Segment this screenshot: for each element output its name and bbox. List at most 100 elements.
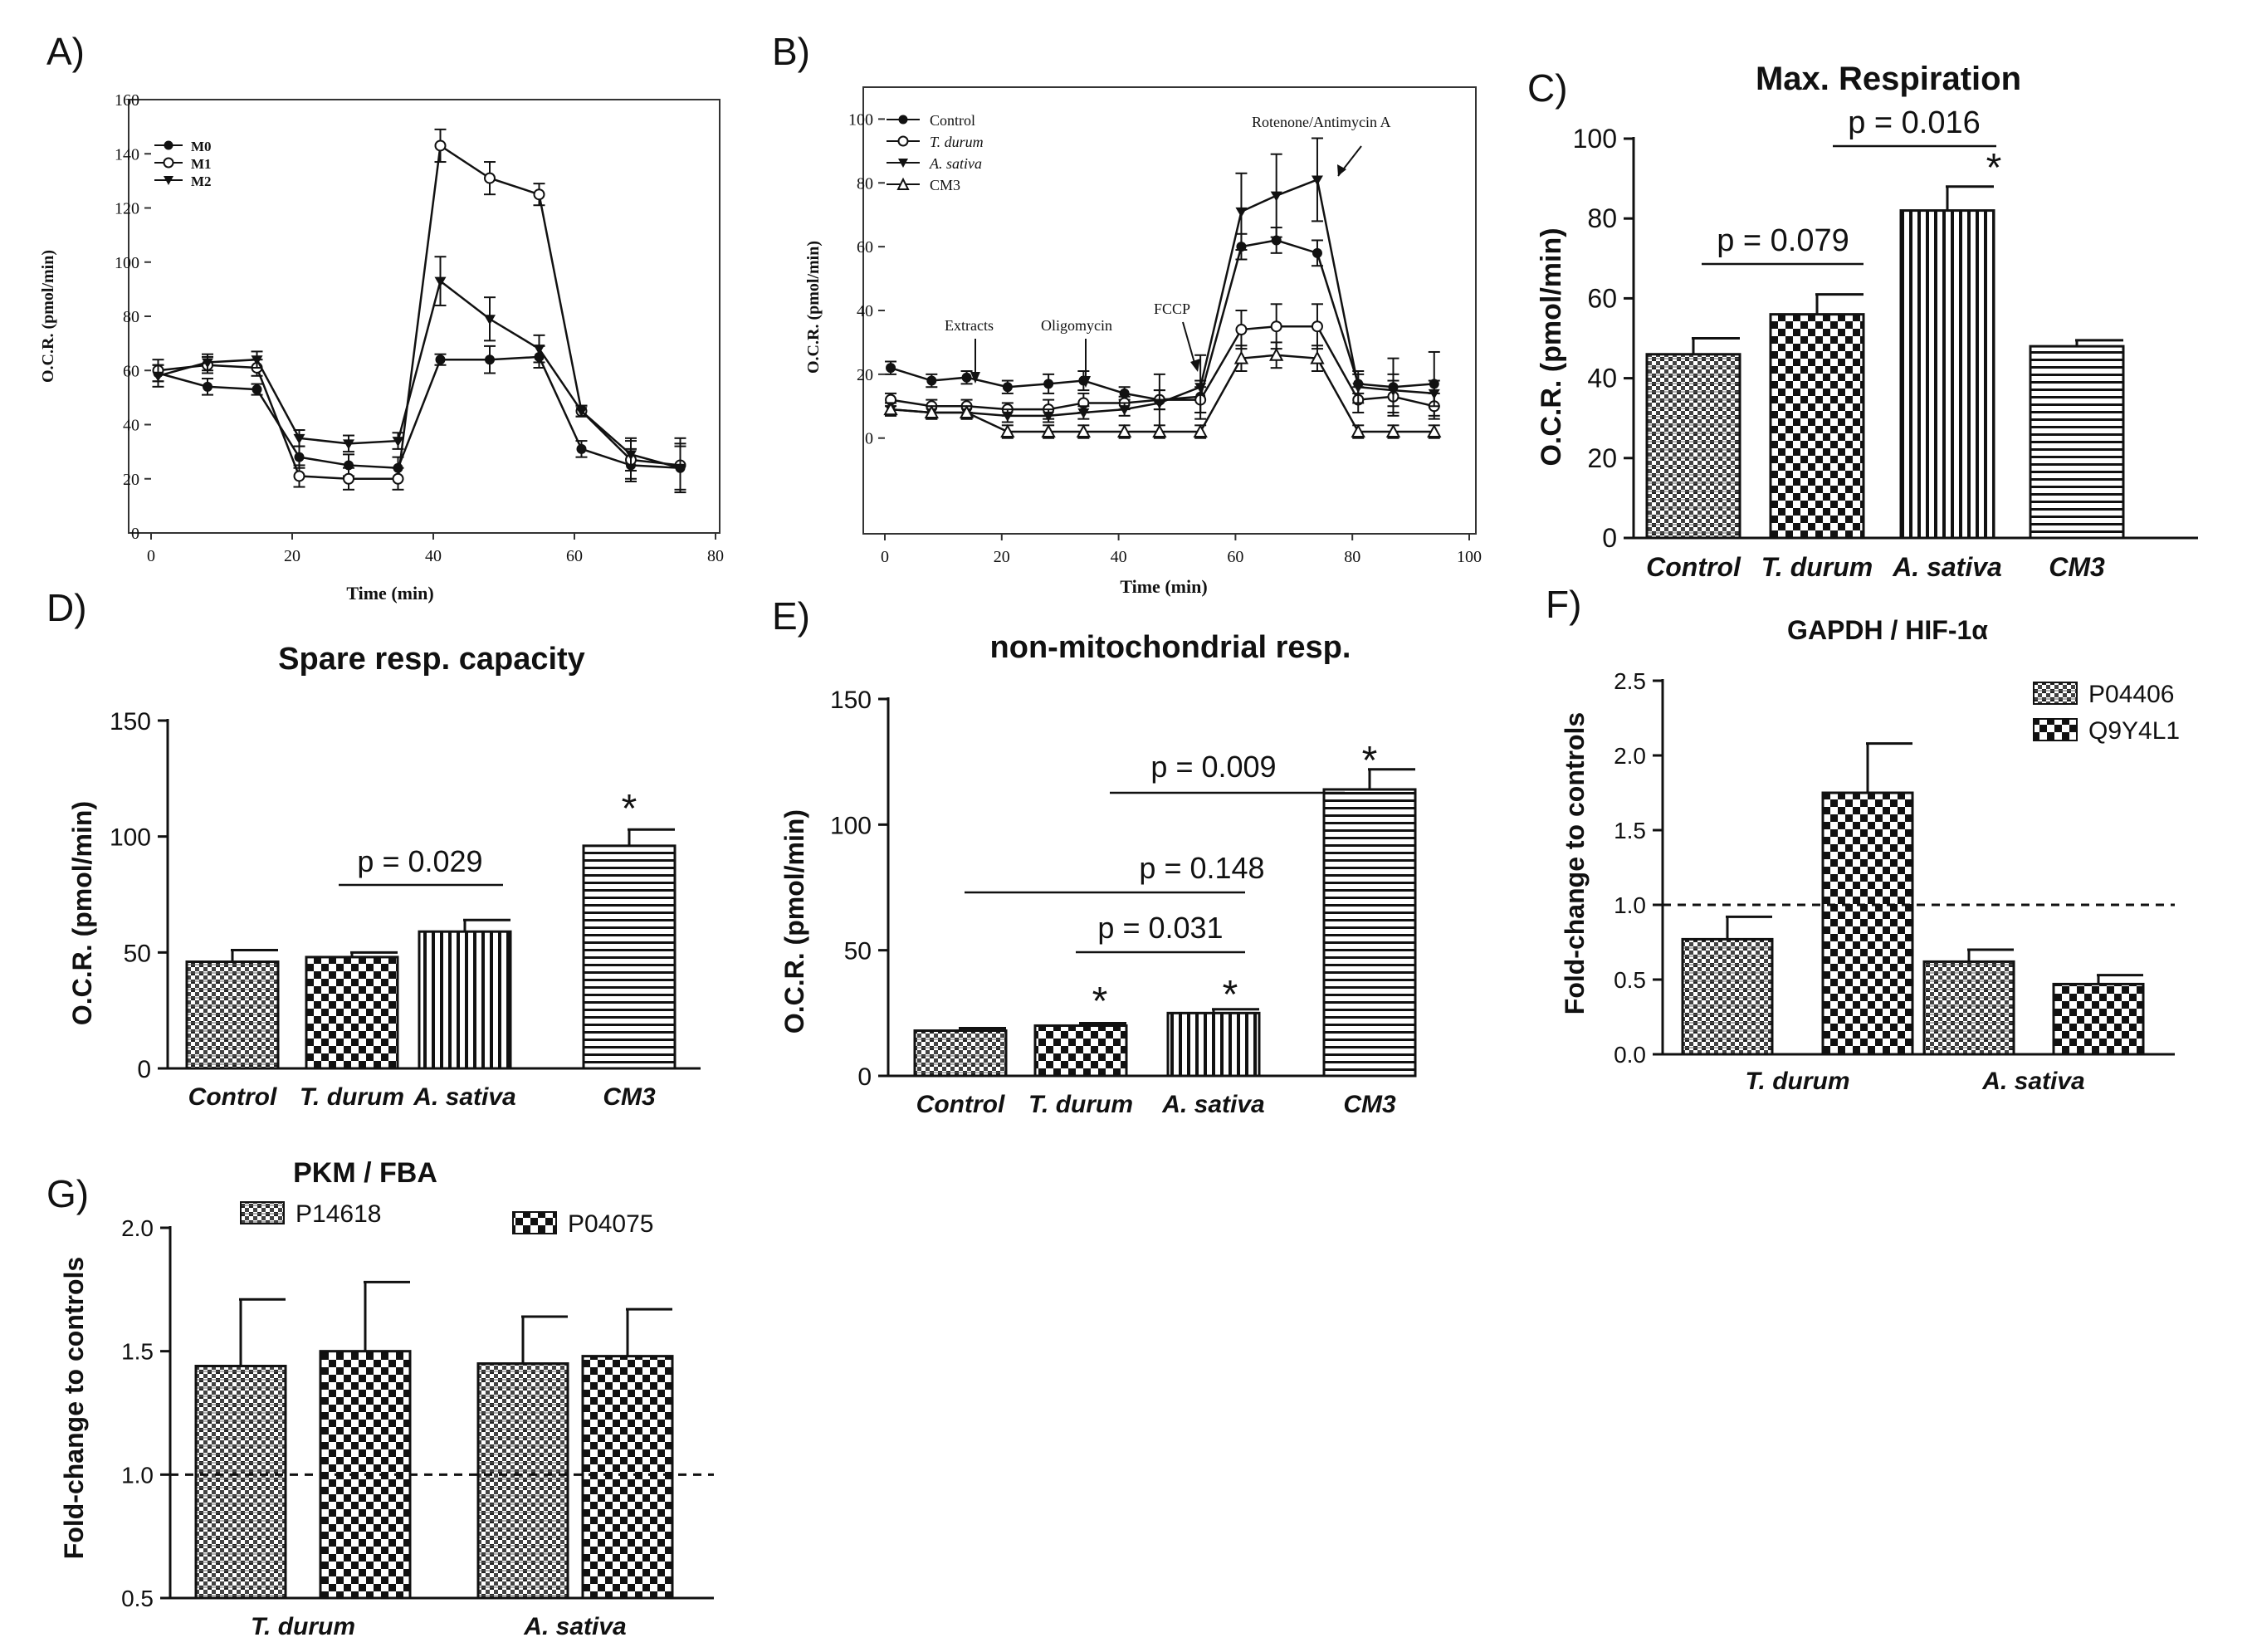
ytick-label-80: 80 <box>123 308 139 326</box>
ytick-label-0: 0.0 <box>1614 1042 1646 1068</box>
ytick-label-100: 100 <box>110 824 151 852</box>
ytick-label-0.5: 0.5 <box>1614 967 1646 993</box>
panel-g-legend: P14618 P04075 <box>240 1200 653 1238</box>
category-label-control: Control <box>916 1091 1005 1118</box>
panel-c-pval-2: p = 0.016 <box>1848 105 1981 140</box>
ytick-label-80: 80 <box>857 174 873 193</box>
svg-text:Control: Control <box>930 112 975 129</box>
panel-g-ylabel: Fold-change to controls <box>59 1257 89 1559</box>
data-point-m1 <box>343 472 354 485</box>
category-label-cm3: CM3 <box>1343 1091 1396 1118</box>
panel-e-bar-chart: non-mitochondrial resp. O.C.R. (pmol/min… <box>779 630 1417 1118</box>
panel-b-frame <box>862 86 1477 535</box>
panel-e-pval-2: p = 0.148 <box>1139 851 1264 885</box>
panel-e-significance: p = 0.009 p = 0.148 p = 0.031 * * * <box>965 739 1377 1024</box>
legend-item-p04406: P04406 <box>2033 681 2174 708</box>
data-point-m1 <box>484 172 496 184</box>
panel-f-ylabel: Fold-change to controls <box>1560 712 1590 1014</box>
panel-c-ylabel: O.C.R. (pmol/min) <box>1536 227 1567 466</box>
bar-cm3 <box>582 844 677 1070</box>
xtick-label-0: 0 <box>147 547 155 565</box>
panel-g-plot: 0.5 1.0 1.5 2.0 T. durum A. sativa <box>121 1215 714 1640</box>
category-label-a-sativa: A. sativa <box>1161 1091 1264 1118</box>
panel-a-line-chart: 0 20 40 60 80 100 120 140 160 0 20 40 60 80 Time (min… <box>39 91 724 604</box>
bar-p04406-t-durum <box>1681 937 1774 1056</box>
panel-e-plot: 0 50 100 150 Control T. durum A. sativa CM3 <box>830 687 1417 1118</box>
data-point-m2 <box>392 437 404 447</box>
bar-p14618-a-sativa <box>476 1362 569 1600</box>
data-point-cm3 <box>1427 423 1442 438</box>
data-point-a-sativa <box>1043 411 1055 422</box>
panel-letter-c: C) <box>1527 66 1568 110</box>
data-point-a-sativa <box>1311 175 1323 186</box>
xtick-label-80: 80 <box>1344 548 1360 566</box>
data-point-cm3 <box>1385 423 1401 438</box>
bar-t-durum <box>1769 313 1865 540</box>
legend-item-m2: M2 <box>154 174 212 189</box>
ytick-label-60: 60 <box>123 362 139 380</box>
panel-letter-f: F) <box>1546 583 1581 626</box>
panel-letter-a: A) <box>46 30 85 73</box>
ytick-label-1.5: 1.5 <box>1614 818 1646 843</box>
ytick-label-120: 120 <box>115 200 139 218</box>
bar-p04406-a-sativa <box>1922 960 2015 1056</box>
bar-p14618-t-durum <box>194 1365 287 1600</box>
svg-text:M0: M0 <box>191 139 212 154</box>
bar-cm3 <box>2029 345 2125 540</box>
data-point-a-sativa <box>1001 411 1014 422</box>
data-point-t-durum <box>1311 320 1323 333</box>
legend-item-control: Control <box>887 112 975 129</box>
category-label-t-durum: T. durum <box>300 1083 404 1111</box>
data-point-m2 <box>343 439 354 450</box>
panel-letter-d: D) <box>46 586 87 629</box>
data-point-t-durum <box>1270 320 1282 333</box>
panel-b-xlabel: Time (min) <box>1120 576 1207 597</box>
data-point-a-sativa <box>1118 405 1131 416</box>
data-point-a-sativa <box>1235 207 1248 217</box>
panel-f-title: GAPDH / HIF-1α <box>1787 615 1988 645</box>
panel-e-star-2: * <box>1223 973 1238 1017</box>
ytick-label-40: 40 <box>1587 364 1617 393</box>
category-label-a-sativa: A. sativa <box>413 1083 515 1111</box>
ytick-label-0: 0 <box>131 525 139 543</box>
xtick-label-60: 60 <box>566 547 583 565</box>
data-point-a-sativa <box>1077 408 1090 418</box>
panel-d-title: Spare resp. capacity <box>278 642 585 677</box>
data-point-m2 <box>434 276 447 287</box>
series-m0 <box>152 345 686 491</box>
annotation-rotenone: Rotenone/Antimycin A <box>1252 114 1390 130</box>
series-line-m0 <box>158 355 681 469</box>
legend-item-a-sativa: A. sativa <box>887 155 982 172</box>
xtick-label-60: 60 <box>1227 548 1243 566</box>
legend-item-p04075: P04075 <box>512 1210 653 1238</box>
series-a-sativa <box>885 137 1440 433</box>
data-point-a-sativa <box>1270 191 1282 202</box>
data-point-cm3 <box>924 404 939 418</box>
data-point-cm3 <box>1041 423 1056 438</box>
panel-b-series <box>883 137 1442 439</box>
ytick-label-1.5: 1.5 <box>121 1339 154 1365</box>
bar-t-durum <box>305 956 399 1070</box>
category-label-cm3: CM3 <box>603 1083 656 1111</box>
data-point-a-sativa <box>1387 386 1399 397</box>
data-point-cm3 <box>1233 350 1249 364</box>
panel-letter-b: B) <box>772 30 810 73</box>
legend-item-q9y4l1: Q9Y4L1 <box>2033 717 2180 745</box>
category-label-t-durum: T. durum <box>1745 1068 1849 1095</box>
panel-c-significance: p = 0.079 p = 0.016 * <box>1702 105 2002 266</box>
legend-item-p14618: P14618 <box>240 1200 381 1228</box>
ytick-label-160: 160 <box>115 91 139 110</box>
ytick-label-60: 60 <box>1587 283 1617 313</box>
ytick-label-100: 100 <box>848 110 873 129</box>
panel-c-star: * <box>1986 146 2002 190</box>
panel-d-plot: 0 50 100 150 Control T. durum A. sativa CM3 <box>110 708 701 1111</box>
ytick-label-150: 150 <box>830 687 872 714</box>
svg-text:Q9Y4L1: Q9Y4L1 <box>2088 717 2180 745</box>
svg-text:P04406: P04406 <box>2088 681 2174 708</box>
panel-c-pval-1: p = 0.079 <box>1717 223 1849 258</box>
annotation-extracts: Extracts <box>945 317 994 334</box>
data-point-cm3 <box>1116 423 1132 438</box>
panel-a-ylabel: O.C.R. (pmol/min) <box>39 250 57 383</box>
panel-b-annotations: Rotenone/Antimycin A Extracts Oligomycin… <box>945 114 1390 388</box>
